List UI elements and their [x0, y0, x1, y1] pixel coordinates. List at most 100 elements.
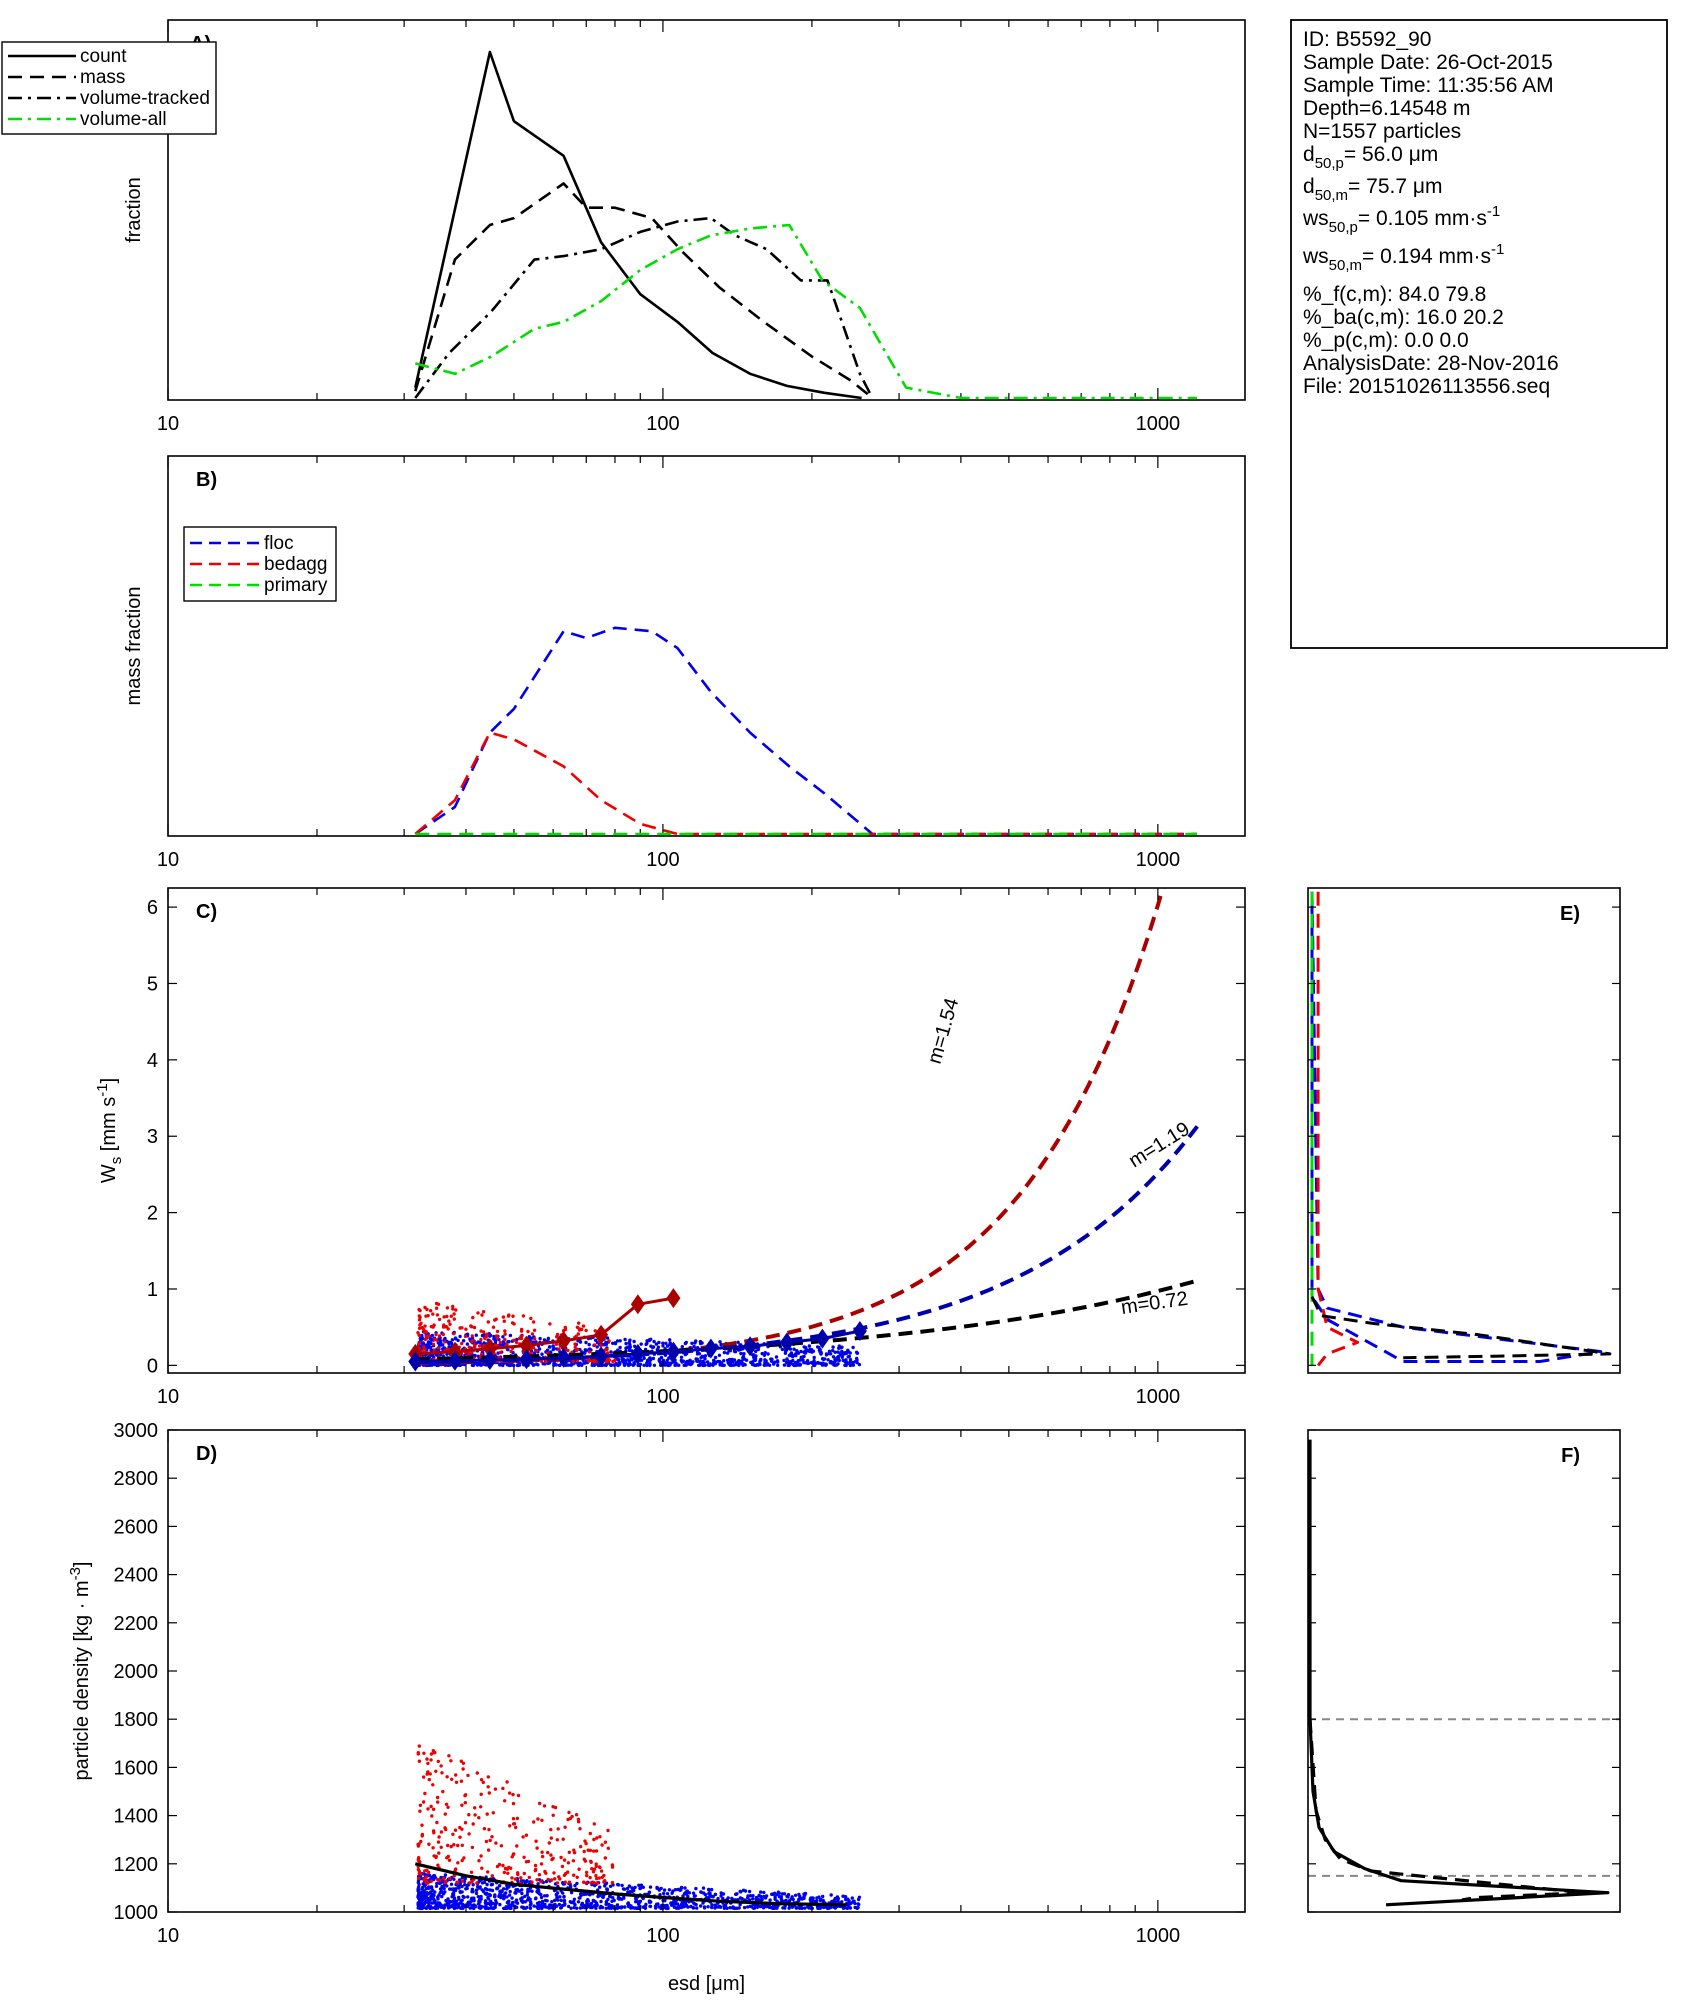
scatter-point: [432, 1831, 436, 1835]
scatter-point: [536, 1817, 540, 1821]
scatter-point: [567, 1880, 572, 1884]
scatter-point: [844, 1363, 848, 1368]
scatter-point: [593, 1329, 597, 1333]
scatter-point: [462, 1856, 466, 1860]
scatter-point: [507, 1893, 512, 1897]
scatter-point: [694, 1886, 698, 1891]
scatter-point: [666, 1906, 670, 1910]
panel-d-y-tick-label: 2400: [114, 1565, 159, 1587]
scatter-point: [420, 1326, 424, 1330]
panel-c-y-tick-label: 3: [147, 1126, 158, 1148]
panel-f-axes-frame: [1307, 1429, 1621, 1913]
scatter-point: [467, 1813, 471, 1817]
scatter-point: [595, 1876, 599, 1881]
scatter-point: [742, 1352, 746, 1356]
scatter-point: [540, 1854, 545, 1859]
scatter-point: [511, 1801, 516, 1806]
scatter-point: [519, 1329, 524, 1333]
scatter-point: [802, 1354, 806, 1359]
scatter-point: [802, 1360, 806, 1365]
scatter-point: [829, 1893, 833, 1897]
scatter-point: [692, 1902, 697, 1906]
scatter-point: [453, 1336, 458, 1340]
scatter-point: [595, 1345, 599, 1349]
scatter-point: [416, 1880, 420, 1885]
scatter-point: [446, 1843, 450, 1848]
scatter-point: [855, 1360, 859, 1365]
panel-a-x-tick-label: 1000: [1136, 413, 1181, 435]
scatter-point: [439, 1764, 443, 1768]
scatter-point: [486, 1320, 490, 1324]
scatter-point: [645, 1363, 649, 1368]
scatter-point: [679, 1905, 683, 1910]
scatter-point: [593, 1883, 597, 1888]
scatter-point: [479, 1792, 483, 1797]
scatter-point: [573, 1903, 577, 1907]
scatter-point: [691, 1905, 695, 1910]
scatter-point: [589, 1905, 593, 1910]
scatter-point: [447, 1319, 451, 1323]
scatter-point: [790, 1895, 794, 1899]
scatter-point: [528, 1897, 532, 1901]
scatter-point: [494, 1334, 499, 1338]
scatter-point: [561, 1837, 565, 1841]
scatter-point: [682, 1363, 686, 1368]
scatter-point: [479, 1897, 483, 1901]
scatter-point: [829, 1352, 833, 1356]
scatter-point: [561, 1891, 565, 1895]
scatter-point: [554, 1342, 559, 1347]
scatter-point: [659, 1363, 663, 1367]
scatter-point: [512, 1363, 516, 1368]
scatter-point: [526, 1329, 530, 1334]
scatter-point: [722, 1359, 726, 1363]
scatter-point: [520, 1896, 524, 1900]
scatter-point: [790, 1905, 794, 1909]
scatter-point: [420, 1885, 425, 1890]
scatter-point: [460, 1884, 464, 1889]
scatter-point: [774, 1355, 779, 1359]
binned-median-marker: [408, 1351, 423, 1372]
panel-a-x-tick-label: 100: [646, 413, 679, 435]
scatter-point: [471, 1883, 475, 1887]
scatter-point: [449, 1759, 453, 1763]
scatter-point: [727, 1357, 732, 1362]
scatter-point: [743, 1363, 747, 1367]
scatter-point: [833, 1350, 837, 1355]
scatter-point: [716, 1359, 720, 1364]
scatter-point: [486, 1870, 490, 1874]
scatter-point: [431, 1807, 436, 1812]
scatter-point: [471, 1889, 475, 1894]
scatter-point: [416, 1876, 421, 1880]
scatter-point: [857, 1895, 862, 1900]
scatter-point: [448, 1322, 452, 1326]
scatter-point: [759, 1890, 763, 1894]
scatter-point: [479, 1894, 483, 1899]
scatter-point: [747, 1889, 752, 1894]
scatter-point: [737, 1363, 741, 1368]
scatter-point: [815, 1896, 819, 1900]
scatter-point: [443, 1890, 447, 1894]
scatter-point: [597, 1876, 601, 1880]
scatter-point: [586, 1359, 591, 1364]
fit-label-m=0.72: m=0.72: [1120, 1288, 1190, 1319]
info-line: Sample Date: 26-Oct-2015: [1303, 51, 1553, 74]
scatter-point: [468, 1337, 472, 1341]
scatter-point: [686, 1905, 690, 1909]
scatter-point: [516, 1793, 521, 1798]
scatter-point: [708, 1891, 712, 1895]
scatter-point: [422, 1872, 426, 1876]
scatter-point: [544, 1871, 548, 1875]
scatter-point: [417, 1842, 421, 1846]
scatter-point: [683, 1886, 687, 1890]
scatter-point: [434, 1884, 439, 1889]
scatter-point: [463, 1334, 468, 1339]
scatter-point: [452, 1896, 457, 1901]
scatter-point: [695, 1906, 699, 1910]
scatter-point: [479, 1337, 483, 1342]
panel-b-y-label: mass fraction: [123, 587, 145, 706]
scatter-point: [628, 1338, 632, 1342]
scatter-point: [429, 1752, 434, 1756]
scatter-point: [491, 1325, 496, 1329]
scatter-point: [702, 1906, 707, 1910]
scatter-point: [537, 1873, 542, 1877]
